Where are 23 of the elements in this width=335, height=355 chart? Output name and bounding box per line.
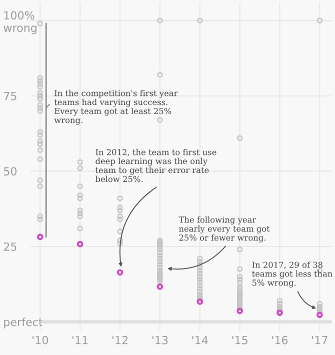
annotation: In the competition's first year teams had varying success. Every team got at least 25% wrong. (54, 90, 178, 125)
point (116, 269, 124, 276)
point (196, 298, 204, 305)
annotation: The following year nearly every team got 25% or fewer wrong. (178, 216, 270, 242)
point (76, 240, 84, 248)
x-tick-label: '13 (152, 336, 168, 344)
x-tick-label: '14 (192, 336, 208, 344)
x-tick-label: '10 (32, 336, 48, 344)
y-tick-label: 25 (4, 242, 16, 251)
y-tick-label: 50 (4, 167, 17, 176)
y-tick-label: perfect (4, 318, 43, 328)
point (236, 308, 243, 314)
y-tick-label: 75 (4, 92, 16, 100)
x-tick-label: '12 (112, 336, 128, 344)
y-tick-label: 100% wrong (4, 11, 36, 34)
x-tick-label: '17 (312, 336, 328, 344)
x-tick-label: '11 (72, 336, 88, 344)
annotation: In 2017, 29 of 38 teams got less than 5% wrong. (252, 262, 332, 288)
x-tick-label: '16 (272, 336, 288, 344)
annotation: In 2012, the team to first use deep learning was the only team to get their error rate below 25%. (95, 148, 216, 182)
point (156, 283, 164, 290)
point (36, 234, 44, 240)
x-tick-label: '15 (232, 336, 248, 344)
